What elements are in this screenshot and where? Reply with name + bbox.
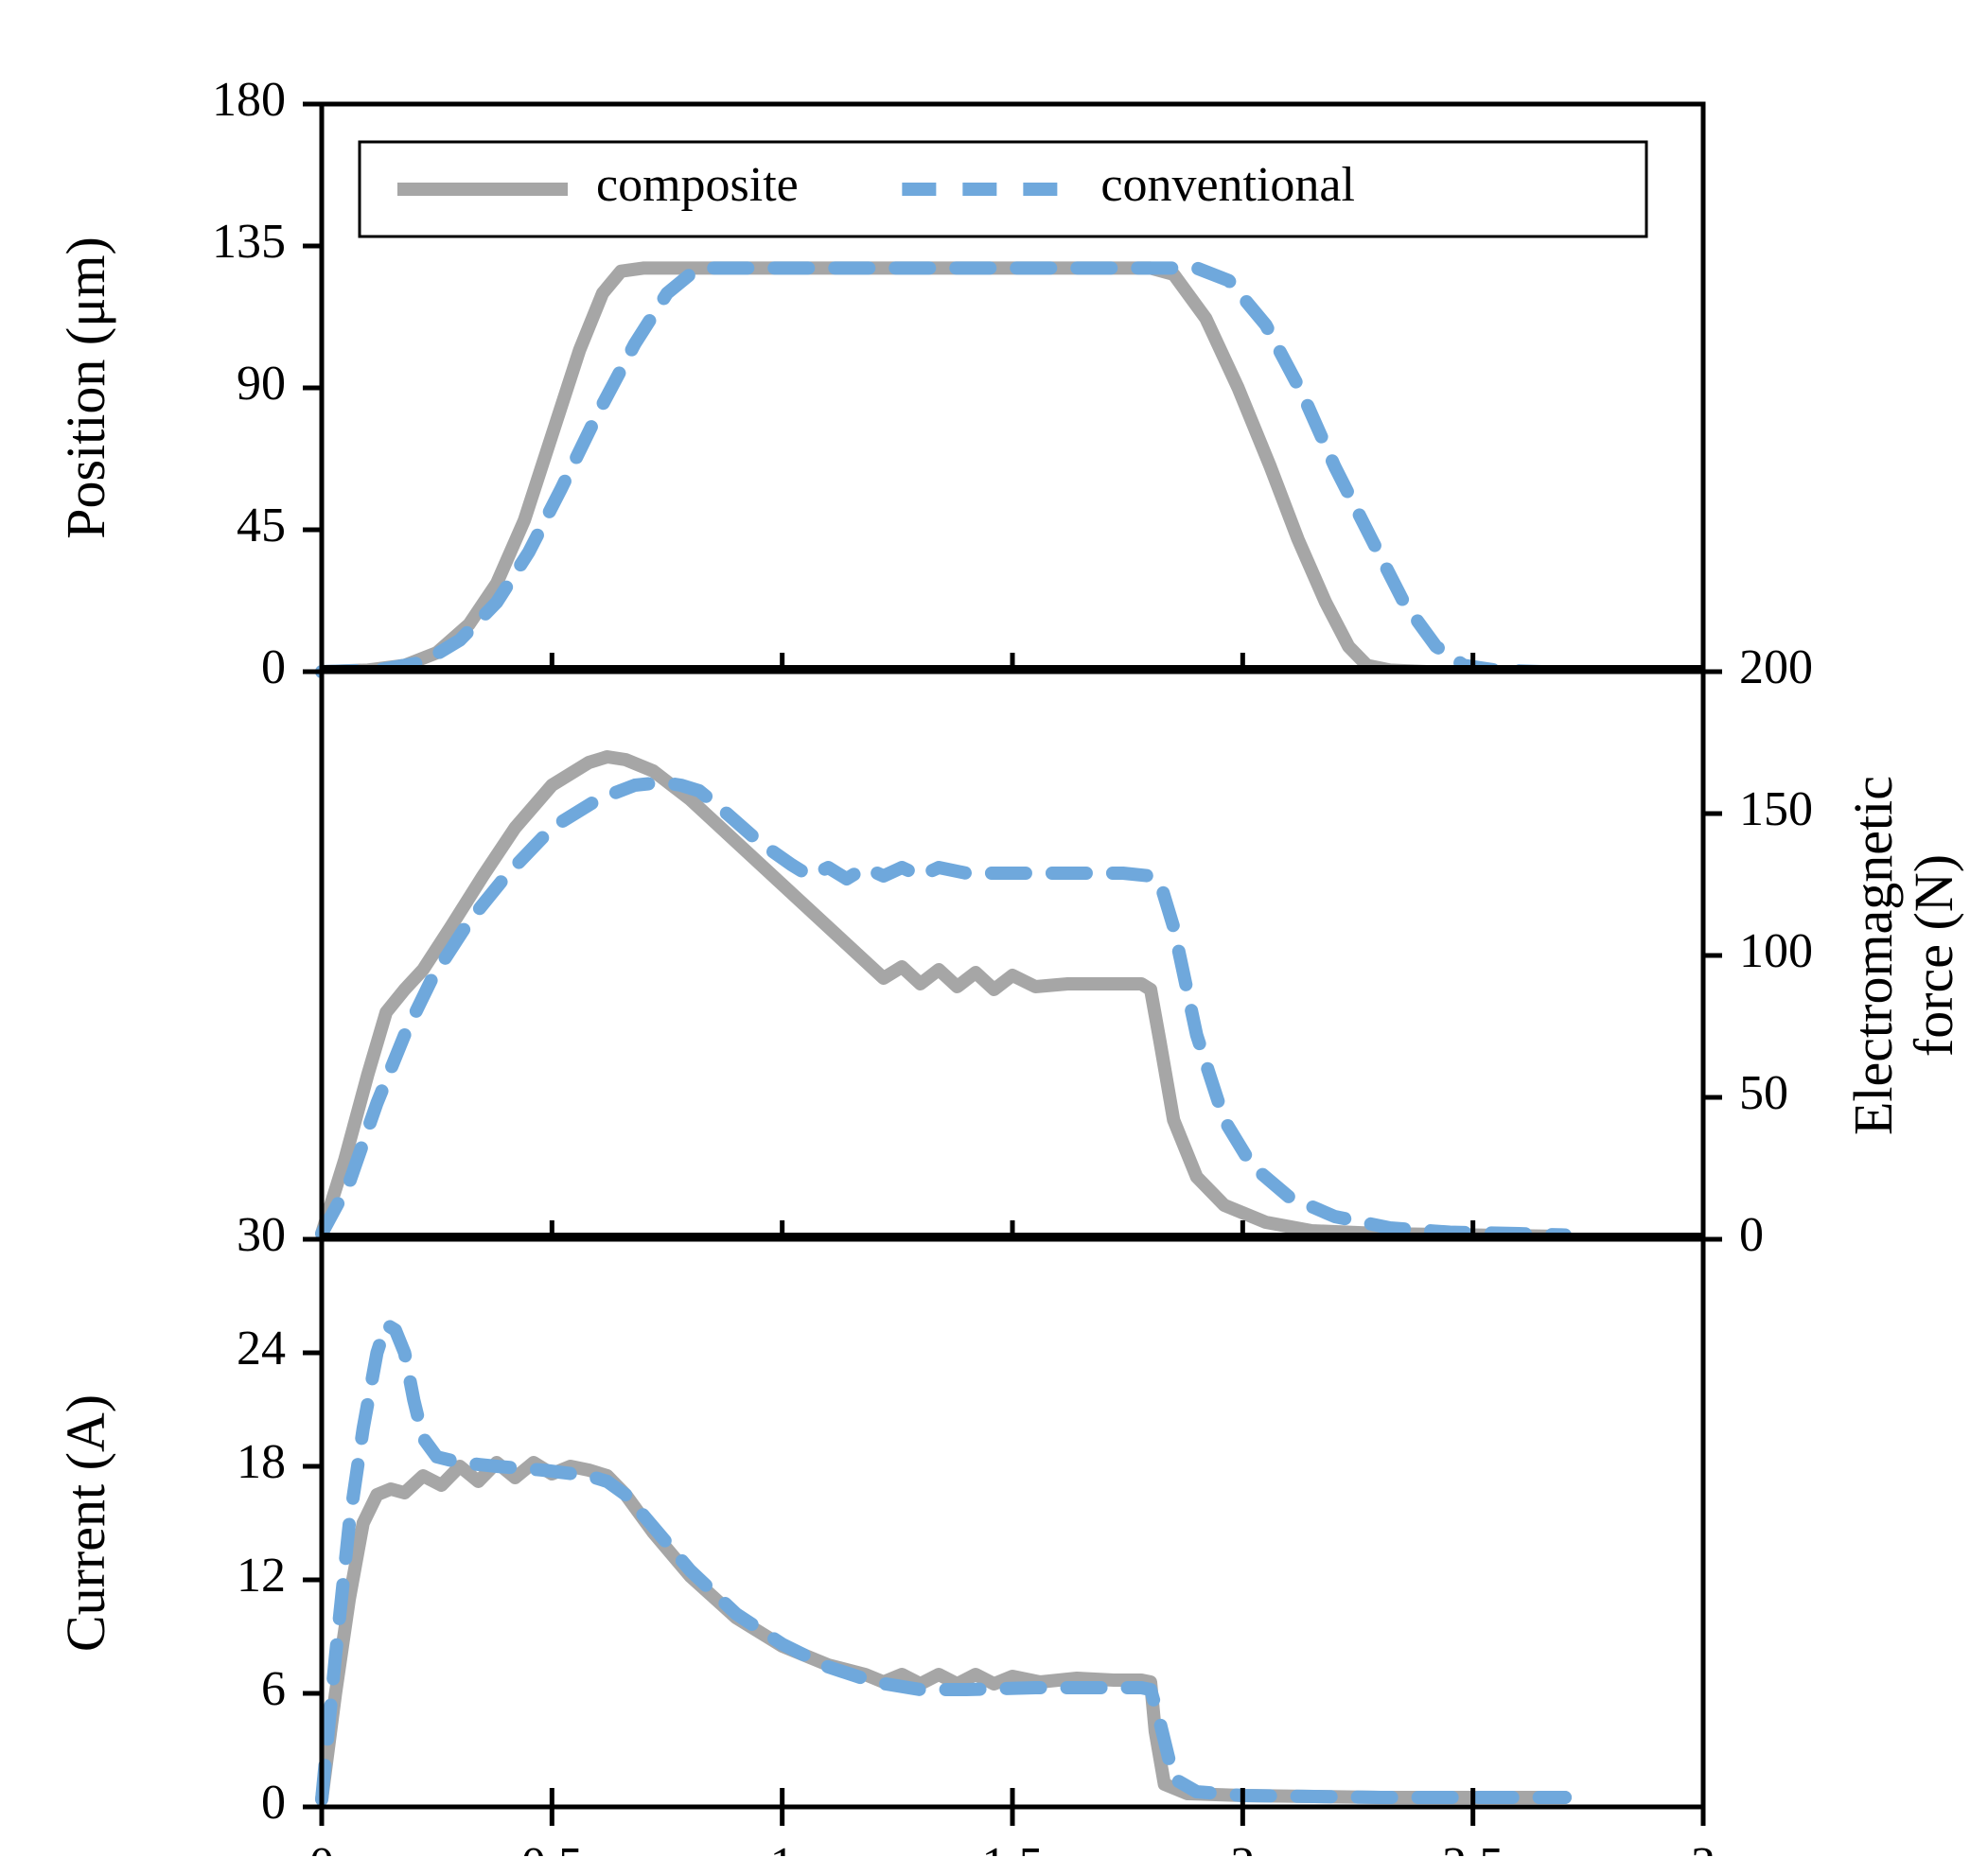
force-chart-ylabel: Electromagneticforce (N) bbox=[1842, 776, 1964, 1135]
legend: composite conventional bbox=[360, 142, 1646, 237]
position-chart-ytick: 90 bbox=[237, 357, 286, 411]
current-chart-ytick: 12 bbox=[237, 1549, 286, 1603]
xtick: 3 bbox=[1691, 1838, 1715, 1856]
force-chart-ytick: 50 bbox=[1739, 1066, 1788, 1120]
current-chart: 0 6 12 18 24 30 Current (A) 0 0.5 1 1.5 2 2.5 3 bbox=[55, 1208, 1715, 1856]
force-chart-ytick: 150 bbox=[1739, 782, 1813, 836]
xtick: 0 bbox=[309, 1838, 334, 1856]
xtick: 2 bbox=[1230, 1838, 1255, 1856]
position-chart-ytick: 135 bbox=[212, 215, 286, 269]
xtick: 1.5 bbox=[982, 1838, 1044, 1856]
legend-label-composite: composite bbox=[596, 158, 799, 212]
chart-svg: 04590135180Position (μm)050100150200Elec… bbox=[19, 19, 1988, 1856]
current-chart-ytick: 24 bbox=[237, 1322, 286, 1376]
stacked-line-charts: 04590135180Position (μm)050100150200Elec… bbox=[19, 19, 1988, 1856]
legend-label-conventional: conventional bbox=[1100, 158, 1355, 212]
current-chart-ytick: 18 bbox=[237, 1435, 286, 1489]
current-chart-ytick: 30 bbox=[237, 1208, 286, 1262]
position-chart-ylabel: Position (μm) bbox=[55, 237, 116, 539]
force-chart-ytick: 200 bbox=[1739, 640, 1813, 694]
force-chart: 0 50 100 150 200 Electromagneticforce (N) bbox=[322, 640, 1964, 1262]
xtick: 2.5 bbox=[1442, 1838, 1504, 1856]
force-chart-ytick: 100 bbox=[1739, 924, 1813, 978]
position-chart-ytick: 0 bbox=[261, 640, 286, 694]
xtick: 1 bbox=[770, 1838, 795, 1856]
position-chart-ytick: 45 bbox=[237, 499, 286, 552]
current-chart-ytick: 6 bbox=[261, 1662, 286, 1716]
current-chart-ylabel: Current (A) bbox=[55, 1394, 116, 1652]
current-chart-ytick: 0 bbox=[261, 1776, 286, 1830]
xtick: 0.5 bbox=[521, 1838, 583, 1856]
force-chart-ytick: 0 bbox=[1739, 1208, 1764, 1262]
position-chart-ytick: 180 bbox=[212, 73, 286, 127]
